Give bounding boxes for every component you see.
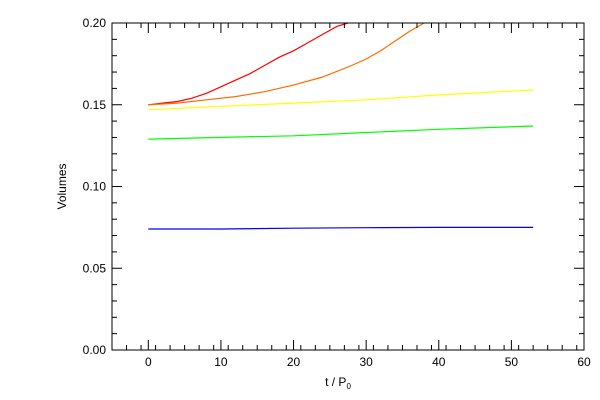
series-line-3 bbox=[148, 125, 534, 140]
x-tick-label: 40 bbox=[432, 355, 446, 369]
series-line-2 bbox=[148, 89, 534, 111]
labels-layer: 0 10 20 30 40 50 60 0.00 0.05 0.10 0.15 0.20 bbox=[83, 16, 591, 369]
y-tick-label: 0.15 bbox=[83, 98, 107, 112]
series-layer bbox=[148, 23, 534, 230]
series-line-1 bbox=[148, 23, 425, 106]
y-tick-label: 0.05 bbox=[83, 261, 107, 275]
x-axis-label: t / P0 bbox=[325, 375, 351, 391]
y-tick-label: 0.10 bbox=[83, 180, 107, 194]
y-tick-label: 0.20 bbox=[83, 16, 107, 30]
x-tick-label: 60 bbox=[577, 355, 591, 369]
x-axis-label-main: t / P bbox=[325, 375, 346, 389]
x-tick-label: 10 bbox=[214, 355, 228, 369]
y-axis-label: Volumes bbox=[55, 163, 69, 209]
x-tick-label: 50 bbox=[505, 355, 519, 369]
series-line-4 bbox=[148, 226, 534, 230]
x-tick-label: 0 bbox=[145, 355, 152, 369]
series-line-0 bbox=[148, 23, 349, 106]
x-tick-label: 20 bbox=[287, 355, 301, 369]
y-tick-label: 0.00 bbox=[83, 343, 107, 357]
x-axis-label-subscript: 0 bbox=[346, 382, 351, 391]
x-tick-label: 30 bbox=[359, 355, 373, 369]
plot-frame bbox=[111, 22, 585, 351]
ticks-layer bbox=[111, 22, 585, 351]
